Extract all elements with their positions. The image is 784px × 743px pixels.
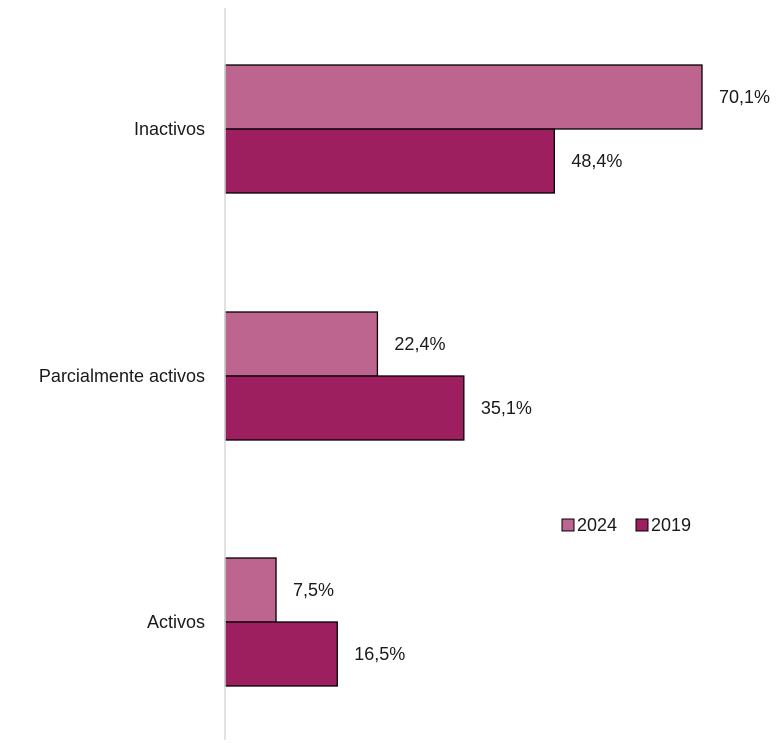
value-label-inactivos-2019: 48,4% bbox=[571, 151, 622, 171]
value-labels: 70,1% 48,4% 22,4% 35,1% 7,5% 16,5% bbox=[293, 87, 770, 664]
value-label-activos-2019: 16,5% bbox=[354, 644, 405, 664]
bar-activos-2024 bbox=[224, 557, 277, 623]
bar-inactivos-2019 bbox=[224, 128, 555, 194]
value-label-inactivos-2024: 70,1% bbox=[719, 87, 770, 107]
category-label-parcialmente-activos: Parcialmente activos bbox=[39, 366, 205, 386]
bar-parcialmente-activos-2019 bbox=[224, 375, 465, 441]
legend: 2024 2019 bbox=[561, 515, 691, 535]
value-label-parcialmente-activos-2019: 35,1% bbox=[481, 398, 532, 418]
bar-activos-2019 bbox=[224, 621, 338, 687]
legend-swatch-2024 bbox=[561, 518, 575, 532]
category-labels: Inactivos Parcialmente activos Activos bbox=[39, 119, 205, 632]
legend-swatch-2019 bbox=[635, 518, 649, 532]
bar-parcialmente-activos-2024 bbox=[224, 311, 379, 377]
category-label-activos: Activos bbox=[147, 612, 205, 632]
bars-group bbox=[224, 64, 703, 687]
legend-label-2019: 2019 bbox=[651, 515, 691, 535]
bar-inactivos-2024 bbox=[224, 64, 703, 130]
category-label-inactivos: Inactivos bbox=[134, 119, 205, 139]
legend-label-2024: 2024 bbox=[577, 515, 617, 535]
value-label-parcialmente-activos-2024: 22,4% bbox=[394, 334, 445, 354]
value-label-activos-2024: 7,5% bbox=[293, 580, 334, 600]
